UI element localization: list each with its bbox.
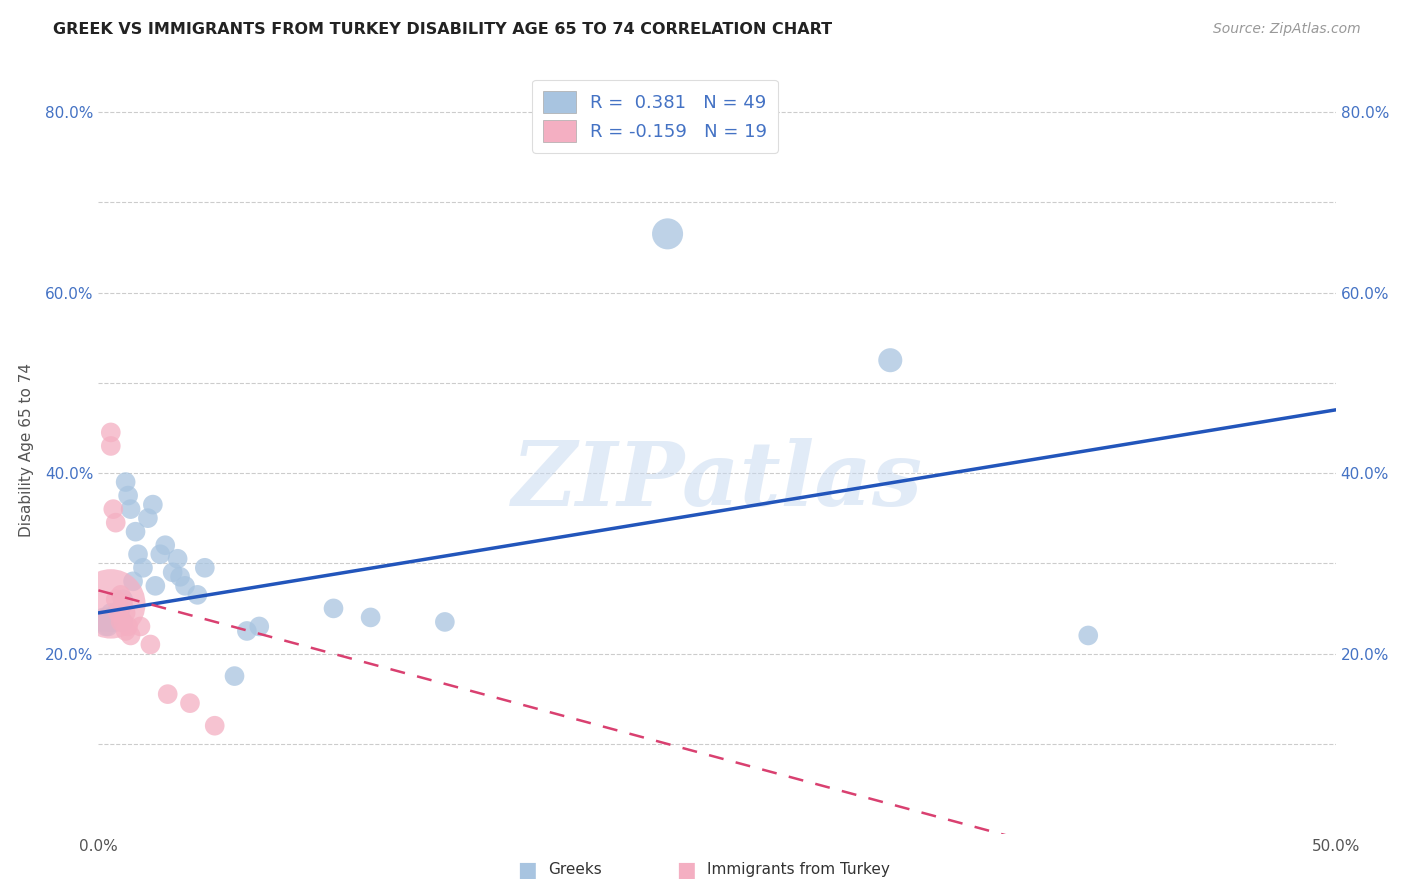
Point: [114, 606, 136, 620]
Point: [104, 610, 127, 624]
Text: ■: ■: [676, 860, 696, 880]
Point: [136, 511, 159, 525]
Point: [94, 615, 117, 629]
Point: [104, 606, 127, 620]
Point: [107, 606, 129, 620]
Point: [162, 566, 184, 580]
Point: [93, 615, 115, 629]
Point: [117, 619, 139, 633]
Point: [97, 619, 120, 633]
Point: [155, 538, 177, 552]
Text: GREEK VS IMMIGRANTS FROM TURKEY DISABILITY AGE 65 TO 74 CORRELATION CHART: GREEK VS IMMIGRANTS FROM TURKEY DISABILI…: [53, 22, 832, 37]
Text: Source: ZipAtlas.com: Source: ZipAtlas.com: [1213, 22, 1361, 37]
Point: [149, 547, 172, 561]
Point: [879, 353, 901, 368]
Point: [112, 592, 135, 607]
Point: [139, 638, 162, 652]
Point: [100, 610, 122, 624]
Text: Greeks: Greeks: [548, 863, 602, 877]
Point: [107, 610, 129, 624]
Text: ■: ■: [517, 860, 537, 880]
Text: Immigrants from Turkey: Immigrants from Turkey: [707, 863, 890, 877]
Point: [110, 610, 132, 624]
Point: [166, 551, 188, 566]
Point: [120, 628, 142, 642]
Point: [110, 615, 132, 629]
Point: [132, 561, 155, 575]
Point: [129, 619, 152, 633]
Point: [110, 588, 132, 602]
Point: [104, 516, 127, 530]
Point: [103, 610, 125, 624]
Point: [94, 619, 117, 633]
Point: [100, 597, 122, 611]
Point: [100, 439, 122, 453]
Point: [103, 502, 125, 516]
Point: [100, 606, 122, 620]
Point: [103, 615, 125, 629]
Point: [104, 592, 127, 607]
Point: [93, 610, 115, 624]
Point: [124, 524, 146, 539]
Point: [194, 561, 217, 575]
Point: [657, 227, 679, 241]
Point: [179, 696, 201, 710]
Point: [112, 615, 135, 629]
Point: [104, 615, 127, 629]
Point: [1077, 628, 1099, 642]
Point: [127, 547, 149, 561]
Point: [143, 579, 166, 593]
Point: [433, 615, 456, 629]
Point: [122, 574, 145, 589]
Point: [112, 615, 135, 629]
Point: [114, 475, 136, 489]
Point: [156, 687, 179, 701]
Legend: R =  0.381   N = 49, R = -0.159   N = 19: R = 0.381 N = 49, R = -0.159 N = 19: [533, 79, 778, 153]
Point: [107, 606, 129, 620]
Point: [114, 624, 136, 638]
Point: [100, 425, 122, 440]
Point: [360, 610, 382, 624]
Point: [90, 615, 112, 629]
Point: [236, 624, 259, 638]
Point: [97, 615, 120, 629]
Point: [112, 597, 135, 611]
Point: [174, 579, 197, 593]
Point: [186, 588, 208, 602]
Point: [142, 498, 165, 512]
Y-axis label: Disability Age 65 to 74: Disability Age 65 to 74: [18, 363, 34, 538]
Text: ZIPatlas: ZIPatlas: [512, 438, 922, 524]
Point: [224, 669, 246, 683]
Point: [120, 502, 142, 516]
Point: [169, 570, 191, 584]
Point: [110, 601, 132, 615]
Point: [204, 719, 226, 733]
Point: [322, 601, 344, 615]
Point: [117, 489, 139, 503]
Point: [247, 619, 270, 633]
Point: [94, 610, 117, 624]
Point: [100, 615, 122, 629]
